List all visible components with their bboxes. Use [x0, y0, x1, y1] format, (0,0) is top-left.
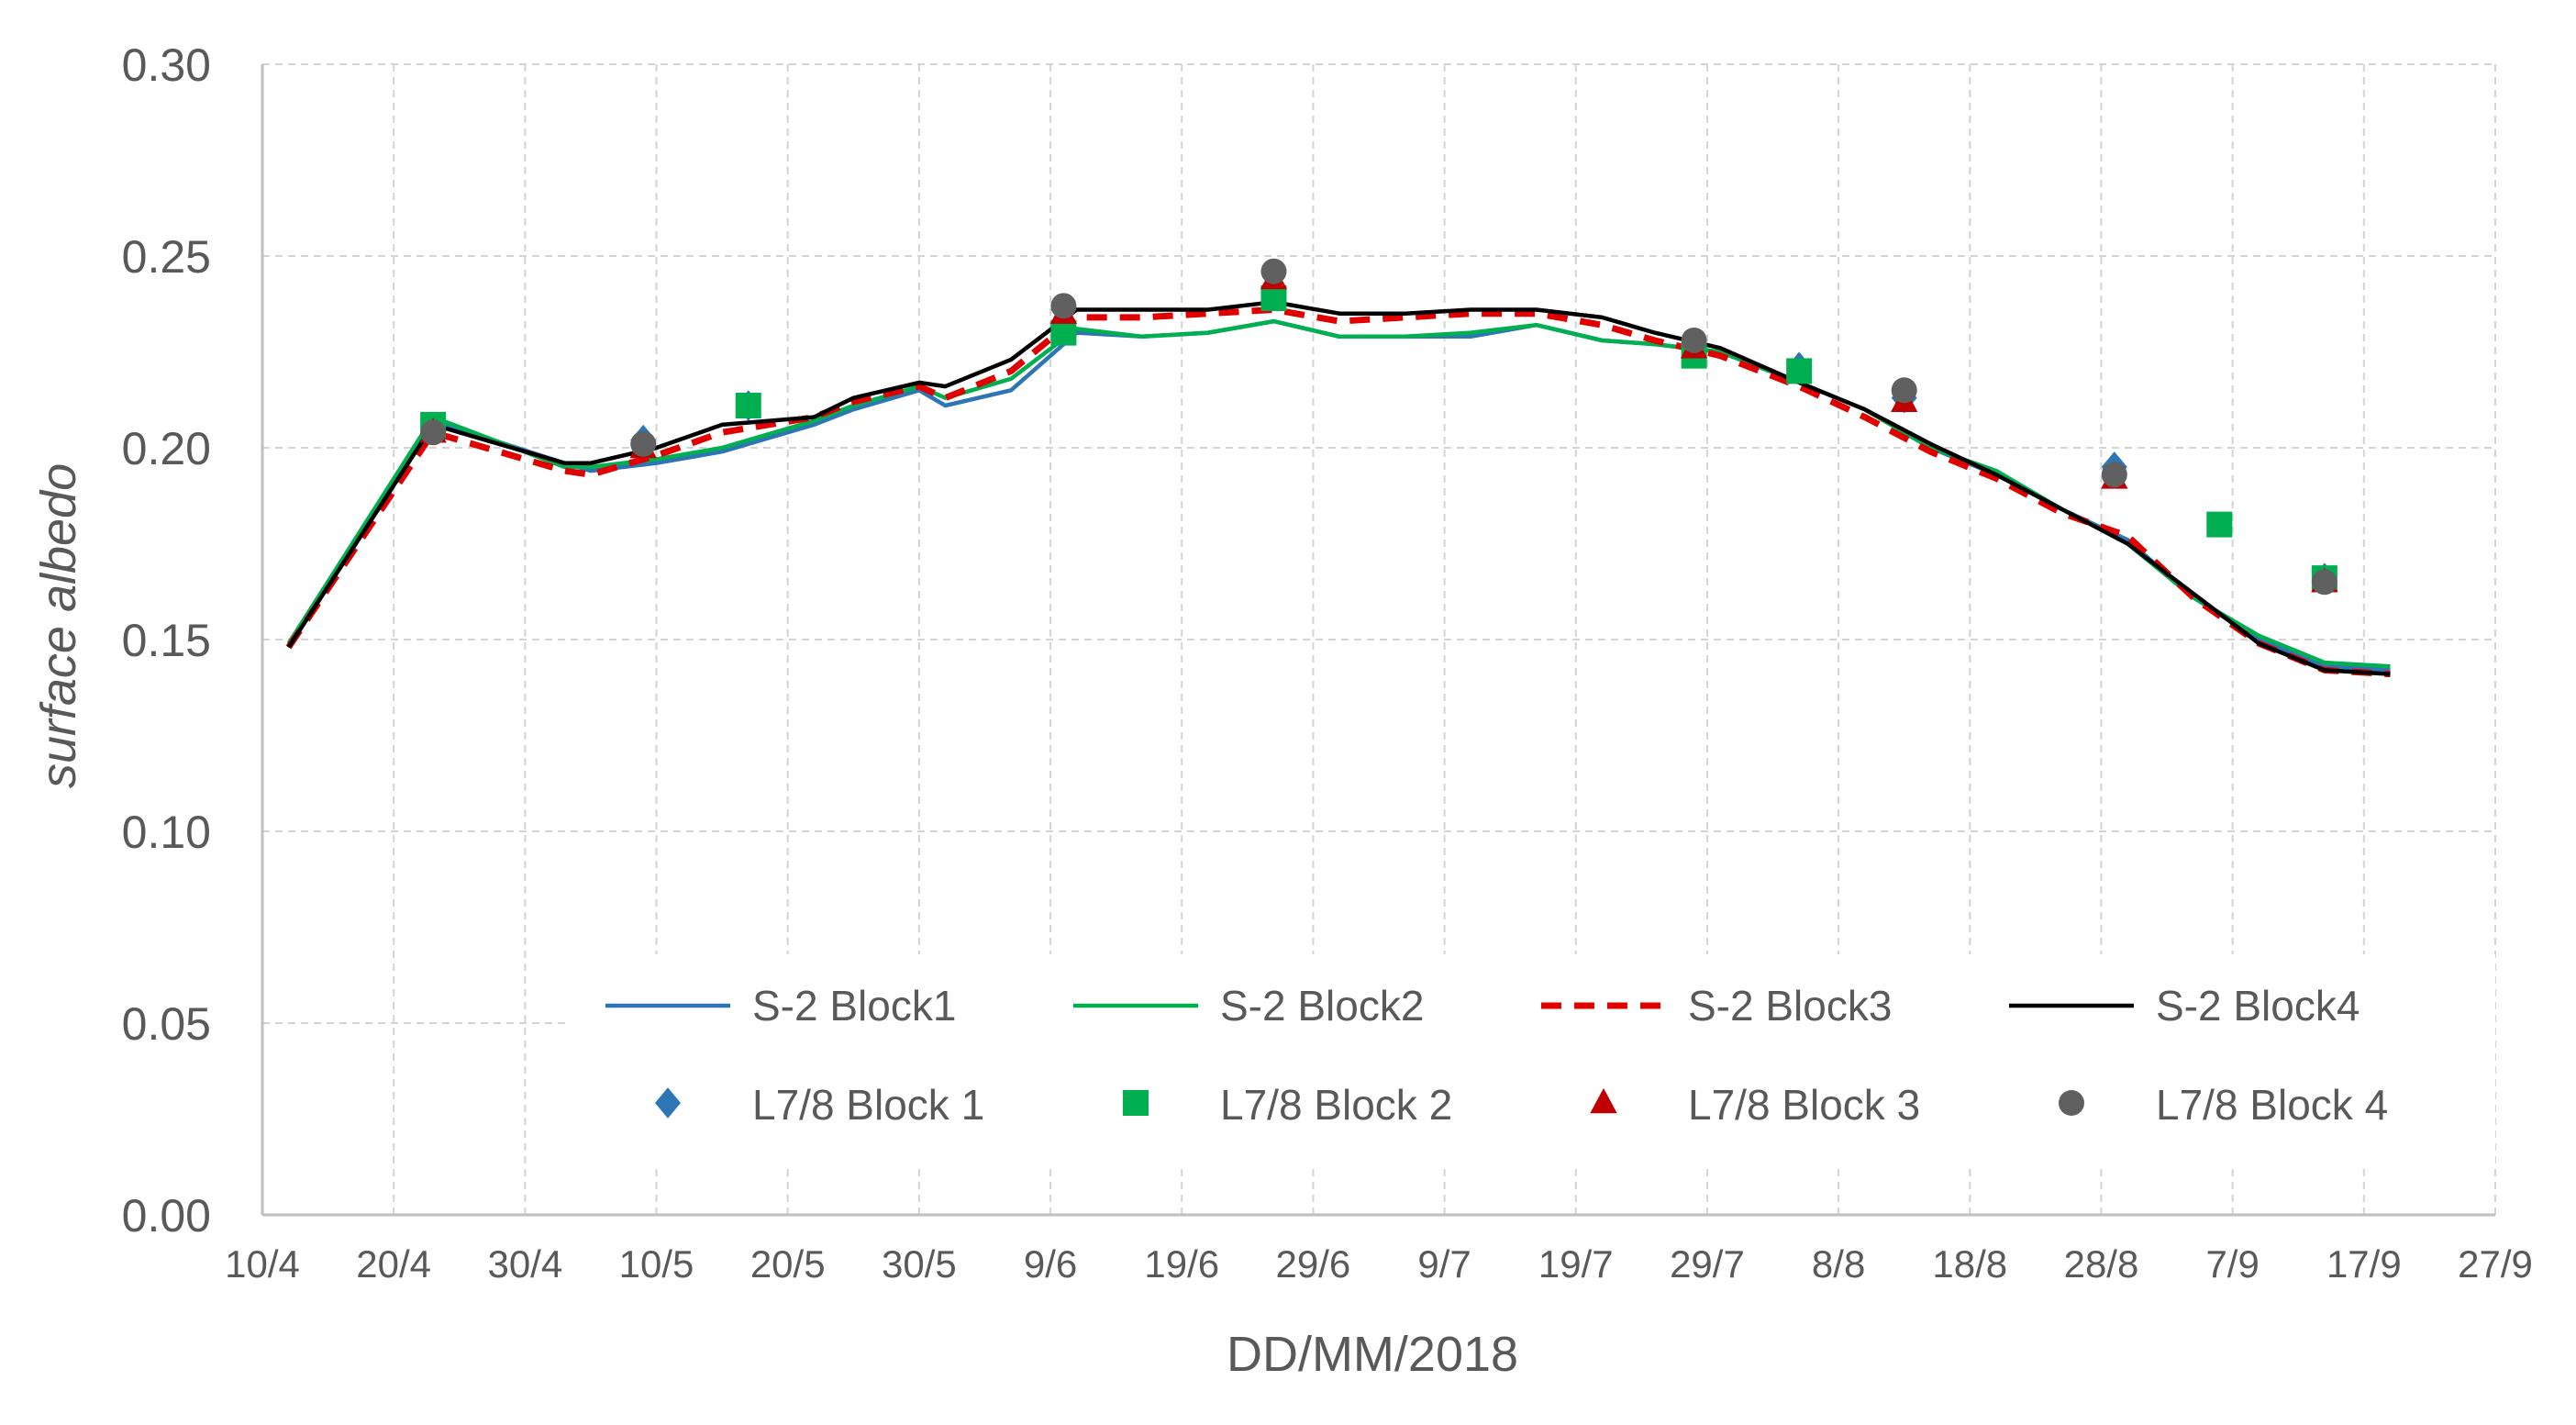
scatter-point-l7-8-block-4: [630, 430, 657, 457]
legend-label: S-2 Block3: [1688, 982, 1892, 1030]
x-tick-label: 29/7: [1670, 1242, 1745, 1286]
legend-label: S-2 Block4: [2156, 982, 2359, 1030]
x-tick-label: 10/4: [225, 1242, 300, 1286]
legend-marker-swatch: [655, 1087, 681, 1119]
series-line-s-2-block2: [286, 318, 2391, 669]
scatter-point-l7-8-block-2: [1786, 358, 1813, 384]
scatter-point-l7-8-block-4: [1681, 327, 1707, 353]
y-tick-label: 0.25: [122, 231, 211, 283]
x-tick-label: 18/8: [1932, 1242, 2007, 1286]
scatter-point-l7-8-block-2: [2206, 511, 2233, 538]
x-tick-label: 8/8: [1812, 1242, 1865, 1286]
x-tick-label: 9/7: [1417, 1242, 1471, 1286]
legend-label: L7/8 Block 3: [1688, 1081, 1920, 1129]
y-axis-title: surface albedo: [31, 463, 86, 788]
scatter-point-l7-8-block-4: [1891, 377, 1917, 404]
legend-background: [569, 954, 2495, 1165]
x-tick-label: 27/9: [2458, 1242, 2533, 1286]
series: [285, 299, 2391, 678]
x-tick-label: 30/4: [487, 1242, 562, 1286]
x-tick-label: 29/6: [1276, 1242, 1351, 1286]
y-tick-label: 0.00: [122, 1190, 211, 1241]
x-tick-label: 28/8: [2064, 1242, 2139, 1286]
x-tick-label: 9/6: [1024, 1242, 1077, 1286]
scatter-point-l7-8-block-4: [420, 419, 447, 446]
scatter-point-l7-8-block-4: [2101, 462, 2127, 488]
legend-marker-swatch: [2059, 1090, 2084, 1116]
series-line-s-2-block1: [286, 318, 2391, 673]
y-tick-label: 0.05: [122, 998, 211, 1050]
scatter-point-l7-8-block-2: [735, 393, 761, 419]
x-tick-label: 30/5: [882, 1242, 957, 1286]
legend-label: L7/8 Block 2: [1220, 1081, 1452, 1129]
legend-label: L7/8 Block 4: [2156, 1081, 2388, 1129]
y-tick-label: 0.30: [122, 39, 211, 91]
scatter-point-l7-8-block-2: [1050, 319, 1077, 346]
legend-marker-swatch: [1123, 1090, 1149, 1116]
legend-label: L7/8 Block 1: [752, 1081, 984, 1129]
scatter-point-l7-8-block-4: [1050, 293, 1077, 319]
x-tick-label: 7/9: [2205, 1242, 2259, 1286]
x-tick-label: 17/9: [2326, 1242, 2402, 1286]
scatter-point-l7-8-block-4: [1260, 258, 1287, 284]
y-tick-label: 0.10: [122, 807, 211, 858]
x-tick-label: 19/6: [1144, 1242, 1219, 1286]
x-axis-title: DD/MM/2018: [1227, 1327, 1518, 1382]
legend-label: S-2 Block1: [752, 982, 956, 1030]
x-tick-label: 10/5: [619, 1242, 694, 1286]
markers: [419, 258, 2338, 596]
scatter-point-l7-8-block-2: [1260, 284, 1287, 311]
x-tick-label: 20/4: [356, 1242, 431, 1286]
series-line-s-2-block3: [285, 306, 2391, 678]
axes: 0.00 0.05 0.10 0.15 0.20 0.25 0.30 10/4 20/4 30/4…: [122, 39, 2533, 1286]
y-tick-label: 0.20: [122, 423, 211, 474]
x-tick-label: 20/5: [750, 1242, 826, 1286]
legend: S-2 Block1 S-2 Block2 S-2 Block3 S-2 Block4…: [569, 954, 2495, 1165]
x-tick-label: 19/7: [1538, 1242, 1614, 1286]
series-line-s-2-block4: [286, 299, 2391, 676]
scatter-point-l7-8-block-4: [2311, 569, 2337, 596]
legend-label: S-2 Block2: [1220, 982, 1424, 1030]
legend-marker-swatch: [1590, 1087, 1617, 1114]
y-tick-label: 0.15: [122, 615, 211, 666]
